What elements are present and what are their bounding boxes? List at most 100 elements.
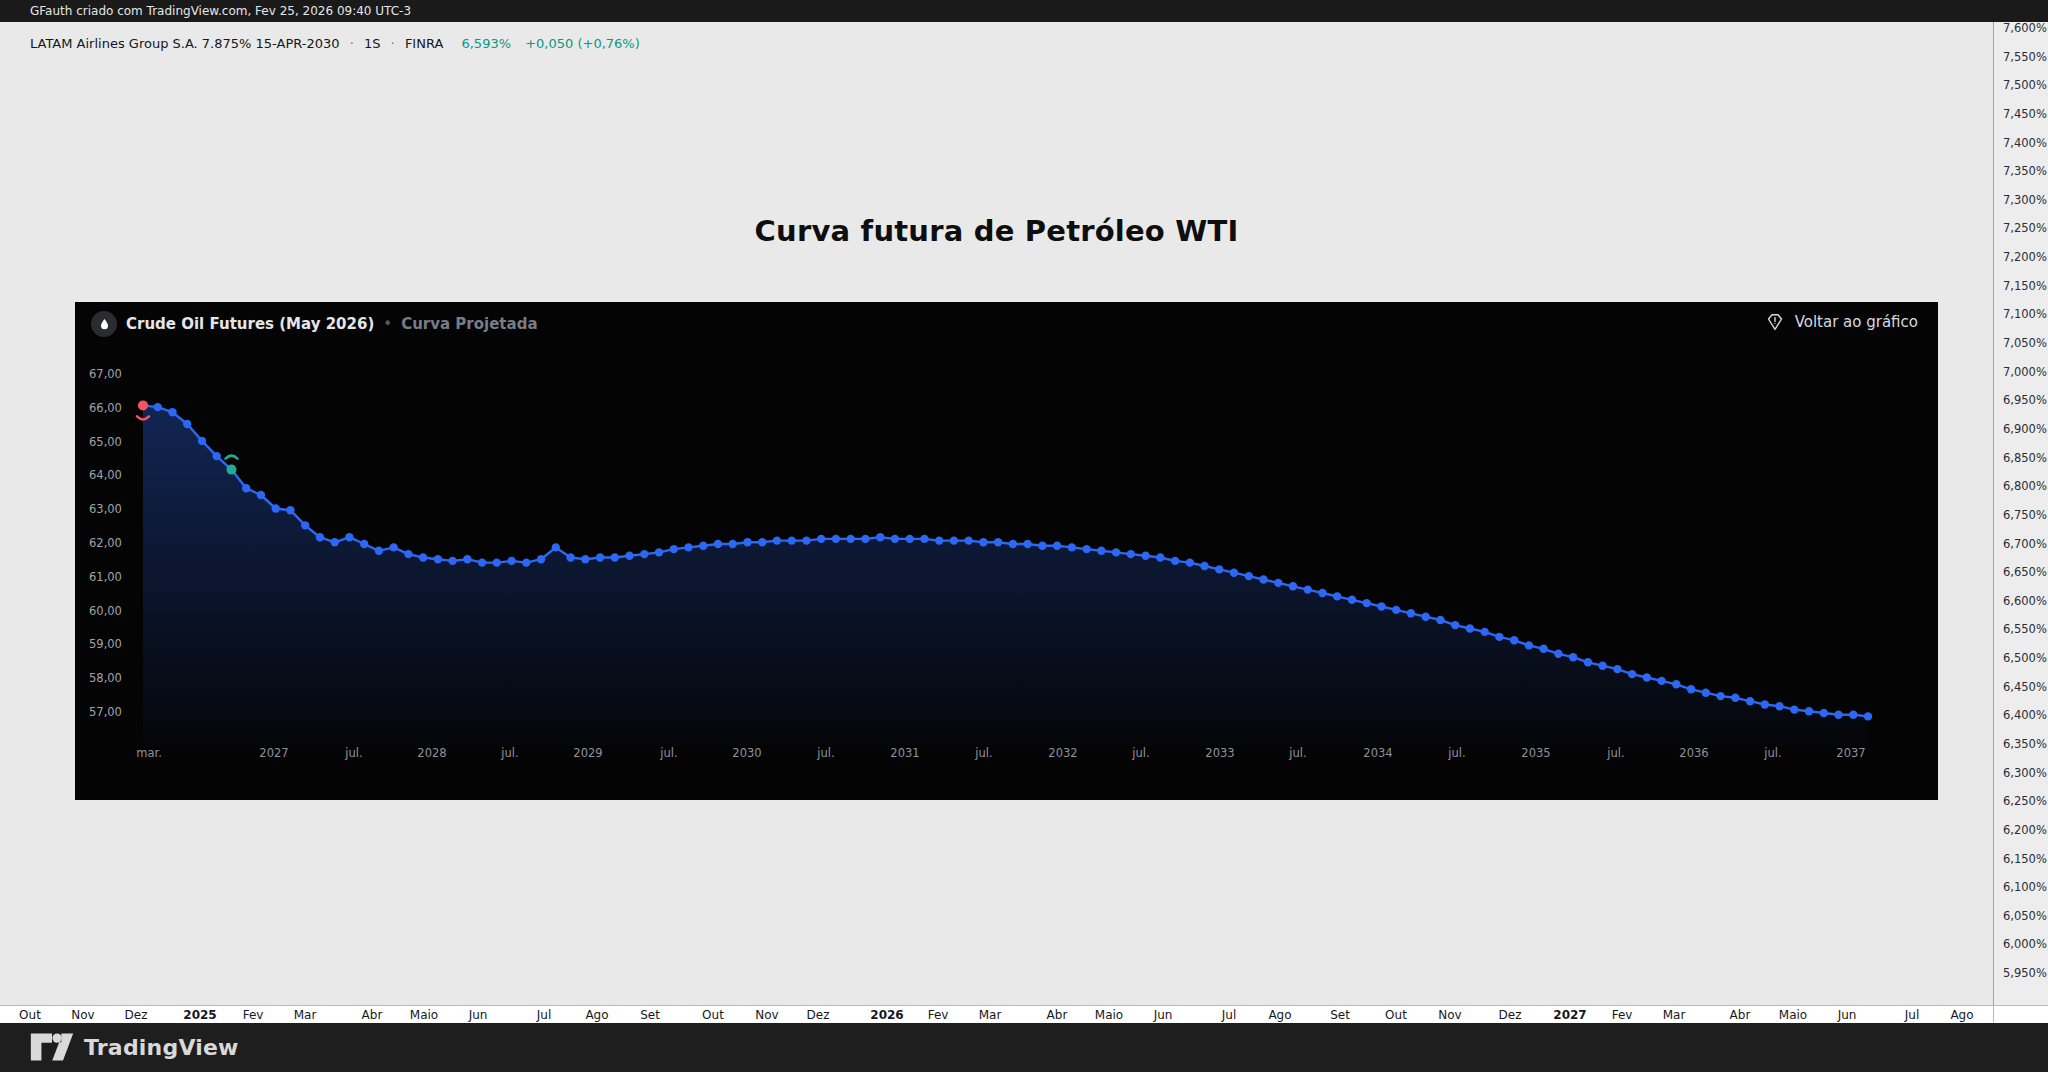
- data-point[interactable]: [1466, 624, 1474, 632]
- data-point[interactable]: [832, 535, 840, 543]
- data-point[interactable]: [1082, 545, 1090, 553]
- data-point[interactable]: [1274, 579, 1282, 587]
- data-point[interactable]: [699, 542, 707, 550]
- data-point[interactable]: [1820, 709, 1828, 717]
- data-point[interactable]: [876, 533, 884, 541]
- data-point[interactable]: [964, 536, 972, 544]
- data-point[interactable]: [552, 543, 560, 551]
- data-point[interactable]: [198, 437, 206, 445]
- data-point[interactable]: [596, 553, 604, 561]
- data-point[interactable]: [1068, 543, 1076, 551]
- data-point[interactable]: [729, 540, 737, 548]
- data-point[interactable]: [331, 538, 339, 546]
- data-point[interactable]: [419, 553, 427, 561]
- data-point[interactable]: [1716, 692, 1724, 700]
- data-point[interactable]: [1834, 711, 1842, 719]
- data-point[interactable]: [1023, 540, 1031, 548]
- data-point[interactable]: [1598, 662, 1606, 670]
- data-point[interactable]: [1584, 658, 1592, 666]
- data-point[interactable]: [581, 555, 589, 563]
- data-point[interactable]: [1495, 633, 1503, 641]
- data-point[interactable]: [1672, 680, 1680, 688]
- data-point[interactable]: [611, 553, 619, 561]
- data-point[interactable]: [1539, 645, 1547, 653]
- data-point[interactable]: [640, 550, 648, 558]
- data-point[interactable]: [714, 540, 722, 548]
- data-point[interactable]: [404, 550, 412, 558]
- data-point[interactable]: [1407, 609, 1415, 617]
- data-point[interactable]: [1849, 711, 1857, 719]
- data-point[interactable]: [1171, 557, 1179, 565]
- data-point[interactable]: [168, 408, 176, 416]
- time-axis[interactable]: OutNovDez2025FevMarAbrMaioJunJulAgoSetOu…: [0, 1005, 2048, 1023]
- data-point[interactable]: [478, 558, 486, 566]
- data-point[interactable]: [448, 557, 456, 565]
- data-point[interactable]: [994, 538, 1002, 546]
- data-point[interactable]: [242, 484, 250, 492]
- data-point[interactable]: [1318, 589, 1326, 597]
- data-point[interactable]: [1392, 606, 1400, 614]
- data-point[interactable]: [1613, 665, 1621, 673]
- data-point[interactable]: [1363, 599, 1371, 607]
- futures-curve-panel[interactable]: Crude Oil Futures (May 2026) • Curva Pro…: [75, 302, 1938, 800]
- data-point[interactable]: [1746, 697, 1754, 705]
- data-point[interactable]: [1702, 689, 1710, 697]
- data-point[interactable]: [1628, 670, 1636, 678]
- futures-curve-plot[interactable]: [75, 302, 1938, 800]
- data-point[interactable]: [1215, 565, 1223, 573]
- data-point[interactable]: [979, 538, 987, 546]
- data-point[interactable]: [817, 535, 825, 543]
- data-point[interactable]: [257, 491, 265, 499]
- data-point[interactable]: [773, 536, 781, 544]
- data-point[interactable]: [1245, 572, 1253, 580]
- data-point[interactable]: [1761, 700, 1769, 708]
- highlighted-data-point[interactable]: [138, 400, 148, 410]
- data-point[interactable]: [625, 552, 633, 560]
- data-point[interactable]: [684, 543, 692, 551]
- data-point[interactable]: [301, 521, 309, 529]
- data-point[interactable]: [891, 535, 899, 543]
- symbol-title[interactable]: LATAM Airlines Group S.A. 7.875% 15-APR-…: [30, 36, 340, 51]
- data-point[interactable]: [1348, 596, 1356, 604]
- data-point[interactable]: [920, 535, 928, 543]
- data-point[interactable]: [950, 536, 958, 544]
- data-point[interactable]: [1259, 575, 1267, 583]
- data-point[interactable]: [1554, 650, 1562, 658]
- data-point[interactable]: [1481, 628, 1489, 636]
- data-point[interactable]: [345, 533, 353, 541]
- data-point[interactable]: [1200, 562, 1208, 570]
- data-point[interactable]: [1731, 694, 1739, 702]
- data-point[interactable]: [847, 535, 855, 543]
- tradingview-brand-link[interactable]: TradingView: [30, 1032, 239, 1062]
- data-point[interactable]: [1112, 548, 1120, 556]
- data-point[interactable]: [861, 535, 869, 543]
- data-point[interactable]: [213, 452, 221, 460]
- data-point[interactable]: [389, 543, 397, 551]
- data-point[interactable]: [272, 504, 280, 512]
- data-point[interactable]: [566, 553, 574, 561]
- data-point[interactable]: [1127, 550, 1135, 558]
- data-point[interactable]: [1097, 547, 1105, 555]
- data-point[interactable]: [1436, 616, 1444, 624]
- data-point[interactable]: [1038, 542, 1046, 550]
- yield-price-scale[interactable]: 7,600%7,550%7,500%7,450%7,400%7,350%7,30…: [1993, 22, 2048, 1005]
- data-point[interactable]: [1510, 636, 1518, 644]
- data-point[interactable]: [286, 506, 294, 514]
- data-point[interactable]: [758, 538, 766, 546]
- data-point[interactable]: [537, 555, 545, 563]
- data-point[interactable]: [1687, 685, 1695, 693]
- data-point[interactable]: [1304, 585, 1312, 593]
- data-point[interactable]: [316, 533, 324, 541]
- data-point[interactable]: [802, 536, 810, 544]
- data-point[interactable]: [493, 558, 501, 566]
- data-point[interactable]: [655, 548, 663, 556]
- data-point[interactable]: [1009, 540, 1017, 548]
- data-point[interactable]: [1141, 552, 1149, 560]
- data-point[interactable]: [1186, 558, 1194, 566]
- data-point[interactable]: [1333, 592, 1341, 600]
- data-point[interactable]: [375, 547, 383, 555]
- data-point[interactable]: [1289, 582, 1297, 590]
- data-point[interactable]: [434, 555, 442, 563]
- data-point[interactable]: [906, 535, 914, 543]
- data-point[interactable]: [1790, 705, 1798, 713]
